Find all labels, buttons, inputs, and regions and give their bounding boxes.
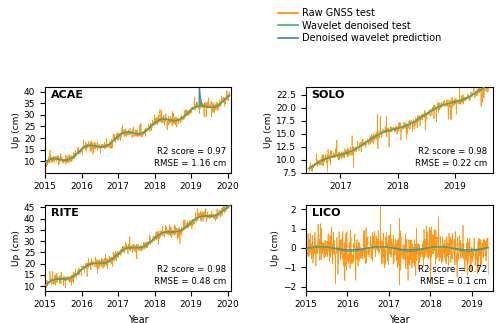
Legend: Raw GNSS test, Wavelet denoised test, Denoised wavelet prediction: Raw GNSS test, Wavelet denoised test, De… — [278, 8, 442, 43]
Text: R2 score = 0.97: R2 score = 0.97 — [156, 147, 226, 156]
X-axis label: Year: Year — [128, 315, 148, 323]
Text: RMSE = 0.22 cm: RMSE = 0.22 cm — [414, 159, 487, 168]
Text: RMSE = 1.16 cm: RMSE = 1.16 cm — [154, 159, 226, 168]
X-axis label: Year: Year — [389, 315, 409, 323]
Text: R2 score = 0.72: R2 score = 0.72 — [418, 265, 487, 274]
Y-axis label: Up (cm): Up (cm) — [264, 112, 274, 148]
Y-axis label: Up (cm): Up (cm) — [12, 112, 21, 148]
Text: R2 score = 0.98: R2 score = 0.98 — [156, 265, 226, 274]
Text: ACAE: ACAE — [50, 90, 84, 100]
Text: LICO: LICO — [312, 208, 340, 218]
Text: RMSE = 0.48 cm: RMSE = 0.48 cm — [154, 276, 226, 286]
Text: RMSE = 0.1 cm: RMSE = 0.1 cm — [420, 276, 487, 286]
Text: R2 score = 0.98: R2 score = 0.98 — [418, 147, 487, 156]
Text: RITE: RITE — [50, 208, 78, 218]
Y-axis label: Up (cm): Up (cm) — [272, 230, 280, 266]
Y-axis label: Up (cm): Up (cm) — [12, 230, 21, 266]
Text: SOLO: SOLO — [312, 90, 345, 100]
